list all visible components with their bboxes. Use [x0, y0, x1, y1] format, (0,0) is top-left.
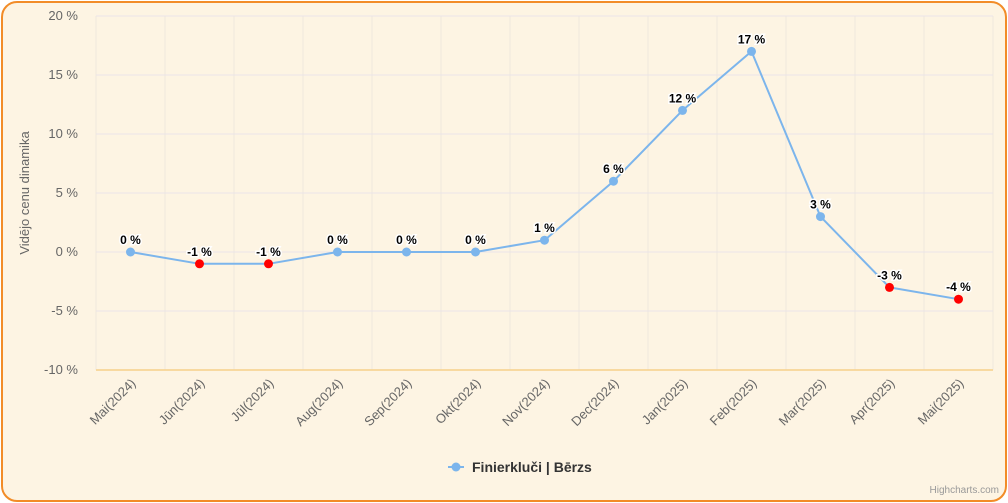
credits-link[interactable]: Highcharts.com [929, 485, 999, 496]
data-label: -1 % [256, 245, 281, 259]
x-tick-label: Feb(2025) [707, 376, 760, 429]
data-point [885, 282, 894, 292]
data-point [471, 247, 480, 257]
x-tick-label: Apr(2025) [846, 376, 897, 427]
data-point [609, 176, 618, 186]
data-label: 3 % [810, 198, 831, 212]
data-point [954, 294, 963, 304]
x-tick-label: Nov(2024) [499, 376, 553, 430]
y-tick-label: -5 % [51, 303, 78, 318]
y-tick-label: 5 % [56, 185, 79, 200]
data-label: -4 % [946, 280, 971, 294]
data-label: 6 % [603, 162, 624, 176]
x-tick-label: Mar(2025) [776, 376, 829, 429]
legend-item: Finierkluči | Bērzs [472, 459, 592, 475]
series-line [129, 50, 960, 301]
data-label: -1 % [187, 245, 212, 259]
data-label: 0 % [396, 233, 417, 247]
x-tick-label: Sep(2024) [361, 376, 415, 430]
x-tick-label: Jan(2025) [639, 376, 691, 428]
x-tick-label: Jūn(2024) [156, 376, 208, 428]
data-point [816, 212, 825, 222]
y-axis-title: Vidējo cenu dinamika [17, 131, 32, 255]
y-tick-label: 15 % [48, 67, 78, 82]
data-point [195, 259, 204, 269]
y-tick-label: 20 % [48, 8, 78, 23]
x-tick-label: Jūl(2024) [228, 376, 277, 425]
data-label: 0 % [465, 233, 486, 247]
data-label: 0 % [120, 233, 141, 247]
y-tick-label: -10 % [44, 362, 78, 377]
data-point [678, 105, 687, 115]
data-label: 1 % [534, 221, 555, 235]
data-point [540, 235, 549, 245]
data-point [747, 46, 756, 56]
data-point [126, 247, 135, 257]
x-tick-label: Dec(2024) [568, 376, 622, 430]
legend-marker [451, 462, 461, 472]
x-tick-label: Aug(2024) [292, 376, 346, 430]
y-tick-label: 10 % [48, 126, 78, 141]
data-point [402, 247, 411, 257]
x-tick-label: Mai(2025) [915, 376, 967, 428]
x-tick-label: Mai(2024) [87, 376, 139, 428]
data-point [264, 259, 273, 269]
data-label: 17 % [738, 32, 766, 46]
x-tick-label: Okt(2024) [432, 376, 483, 427]
data-label: 12 % [669, 91, 697, 105]
line-chart: -10 % -5 % 0 % 5 % 10 % 15 % 20 % Vidējo cenu d… [17, 8, 994, 475]
data-point [333, 247, 342, 257]
y-tick-label: 0 % [56, 244, 79, 259]
data-label: 0 % [327, 233, 348, 247]
data-label: -3 % [877, 268, 902, 282]
